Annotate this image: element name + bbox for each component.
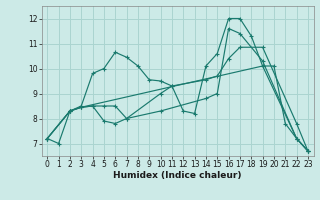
- X-axis label: Humidex (Indice chaleur): Humidex (Indice chaleur): [113, 171, 242, 180]
